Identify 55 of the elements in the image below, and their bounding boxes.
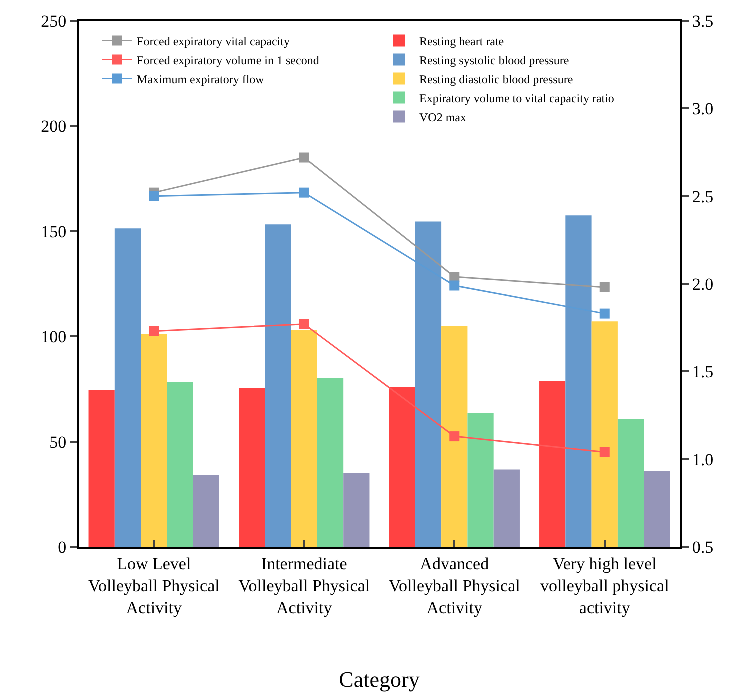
y-tick-label: 250 — [41, 12, 67, 31]
bar — [644, 471, 670, 547]
point — [299, 319, 310, 330]
x-tick-label: Low Level Volleyball Physical Activity — [88, 554, 220, 618]
y2-tick-label: 1.5 — [692, 362, 714, 382]
y-tick-label: 50 — [50, 432, 67, 452]
y2-tick-label: 0.5 — [692, 538, 714, 557]
y-tick-label: 200 — [41, 117, 67, 136]
x-tick-label: Intermediate Volleyball Physical Activity — [238, 554, 370, 618]
legend-label: Forced expiratory vital capacity — [137, 34, 290, 48]
point — [450, 280, 460, 291]
bar — [344, 473, 370, 547]
y-tick-label: 0 — [58, 538, 67, 557]
bar — [114, 228, 142, 547]
legend-label: Forced expiratory volume in 1 second — [137, 53, 320, 68]
point — [149, 326, 160, 336]
point — [149, 191, 160, 202]
y2-tick-label: 3.0 — [692, 100, 714, 119]
bar — [442, 326, 468, 547]
bar — [317, 378, 344, 547]
legend-label: Resting systolic blood pressure — [420, 53, 570, 68]
bar — [540, 381, 566, 547]
point — [450, 432, 460, 442]
bar — [291, 330, 318, 547]
legend-label: Resting heart rate — [420, 34, 504, 48]
point — [600, 308, 610, 319]
legend-label: Maximum expiratory flow — [137, 72, 265, 86]
y2-tick-label: 1.0 — [692, 450, 714, 470]
bar — [592, 322, 618, 547]
y2-tick-label: 3.5 — [692, 12, 714, 31]
bar — [193, 475, 220, 547]
bar — [88, 390, 115, 547]
legend-label: Resting diastolic blood pressure — [420, 72, 574, 86]
bar — [389, 387, 416, 547]
point — [600, 282, 610, 293]
bar — [468, 413, 494, 547]
bar — [494, 470, 520, 547]
bar — [141, 334, 168, 547]
bar — [239, 388, 266, 547]
x-tick-label: Very high level volleyball physical activity — [540, 554, 670, 618]
bar — [265, 224, 292, 547]
x-axis-title: Category — [339, 667, 420, 692]
y2-tick-label: 2.5 — [692, 187, 714, 206]
point — [299, 152, 310, 163]
y-tick-label: 150 — [41, 222, 67, 242]
y2-tick-label: 2.0 — [692, 274, 714, 294]
point — [299, 188, 310, 198]
bar — [618, 419, 644, 547]
point — [600, 447, 610, 458]
x-tick-label: Advanced Volleyball Physical Activity — [388, 554, 521, 618]
bar — [167, 382, 194, 547]
legend-label: Expiratory volume to vital capacity ratio — [420, 91, 614, 106]
point — [450, 272, 460, 282]
y-tick-label: 100 — [41, 328, 67, 347]
legend-label: VO2 max — [420, 110, 466, 124]
